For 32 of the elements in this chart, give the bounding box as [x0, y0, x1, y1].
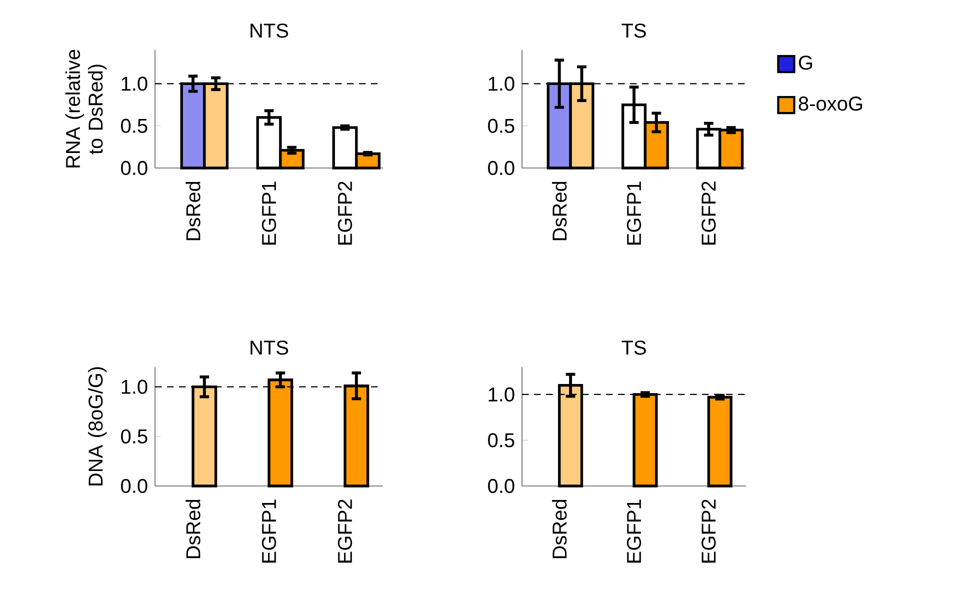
chart-title: NTS [250, 340, 288, 355]
x-tick-label: DsRed [552, 182, 567, 240]
y-tick-label: 0.5 [121, 118, 148, 133]
x-tick-label: EGFP2 [702, 182, 716, 245]
x-tick-label: DsRed [552, 500, 567, 558]
x-tick-label: EGFP1 [626, 500, 642, 563]
y-axis-title: DNA (8oG/G) [88, 367, 107, 486]
y-tick-label: 1.0 [488, 76, 514, 91]
y-tick-label: 0.0 [488, 160, 514, 176]
y-tick-label: 1.0 [488, 387, 514, 402]
x-tick-label: EGFP2 [338, 182, 352, 245]
y-tick-label: 0.5 [121, 429, 148, 444]
y-tick-label: 0.5 [488, 433, 514, 448]
x-tick-label: DsRed [186, 500, 200, 558]
legend-label: G [798, 56, 812, 70]
chart-title: TS [622, 340, 646, 355]
y-tick-label: 0.0 [488, 478, 514, 494]
y-tick-label: 0.0 [121, 160, 148, 176]
x-tick-label: EGFP2 [338, 500, 352, 563]
legend-label: 8-oxoG [798, 96, 862, 111]
x-tick-label: EGFP2 [702, 500, 716, 563]
y-tick-label: 1.0 [122, 76, 148, 91]
chart-title: NTS [250, 24, 288, 38]
chart-title: TS [622, 24, 646, 38]
y-tick-label: 0.0 [121, 478, 148, 494]
x-tick-label: EGFP1 [262, 500, 276, 563]
y-tick-label: 1.0 [122, 380, 148, 394]
y-axis-title: RNA (relative to DsRed) [65, 50, 107, 168]
x-tick-label: EGFP1 [262, 182, 276, 245]
x-tick-label: EGFP1 [626, 182, 642, 245]
x-tick-label: DsRed [186, 182, 200, 240]
y-tick-label: 0.5 [488, 118, 514, 133]
